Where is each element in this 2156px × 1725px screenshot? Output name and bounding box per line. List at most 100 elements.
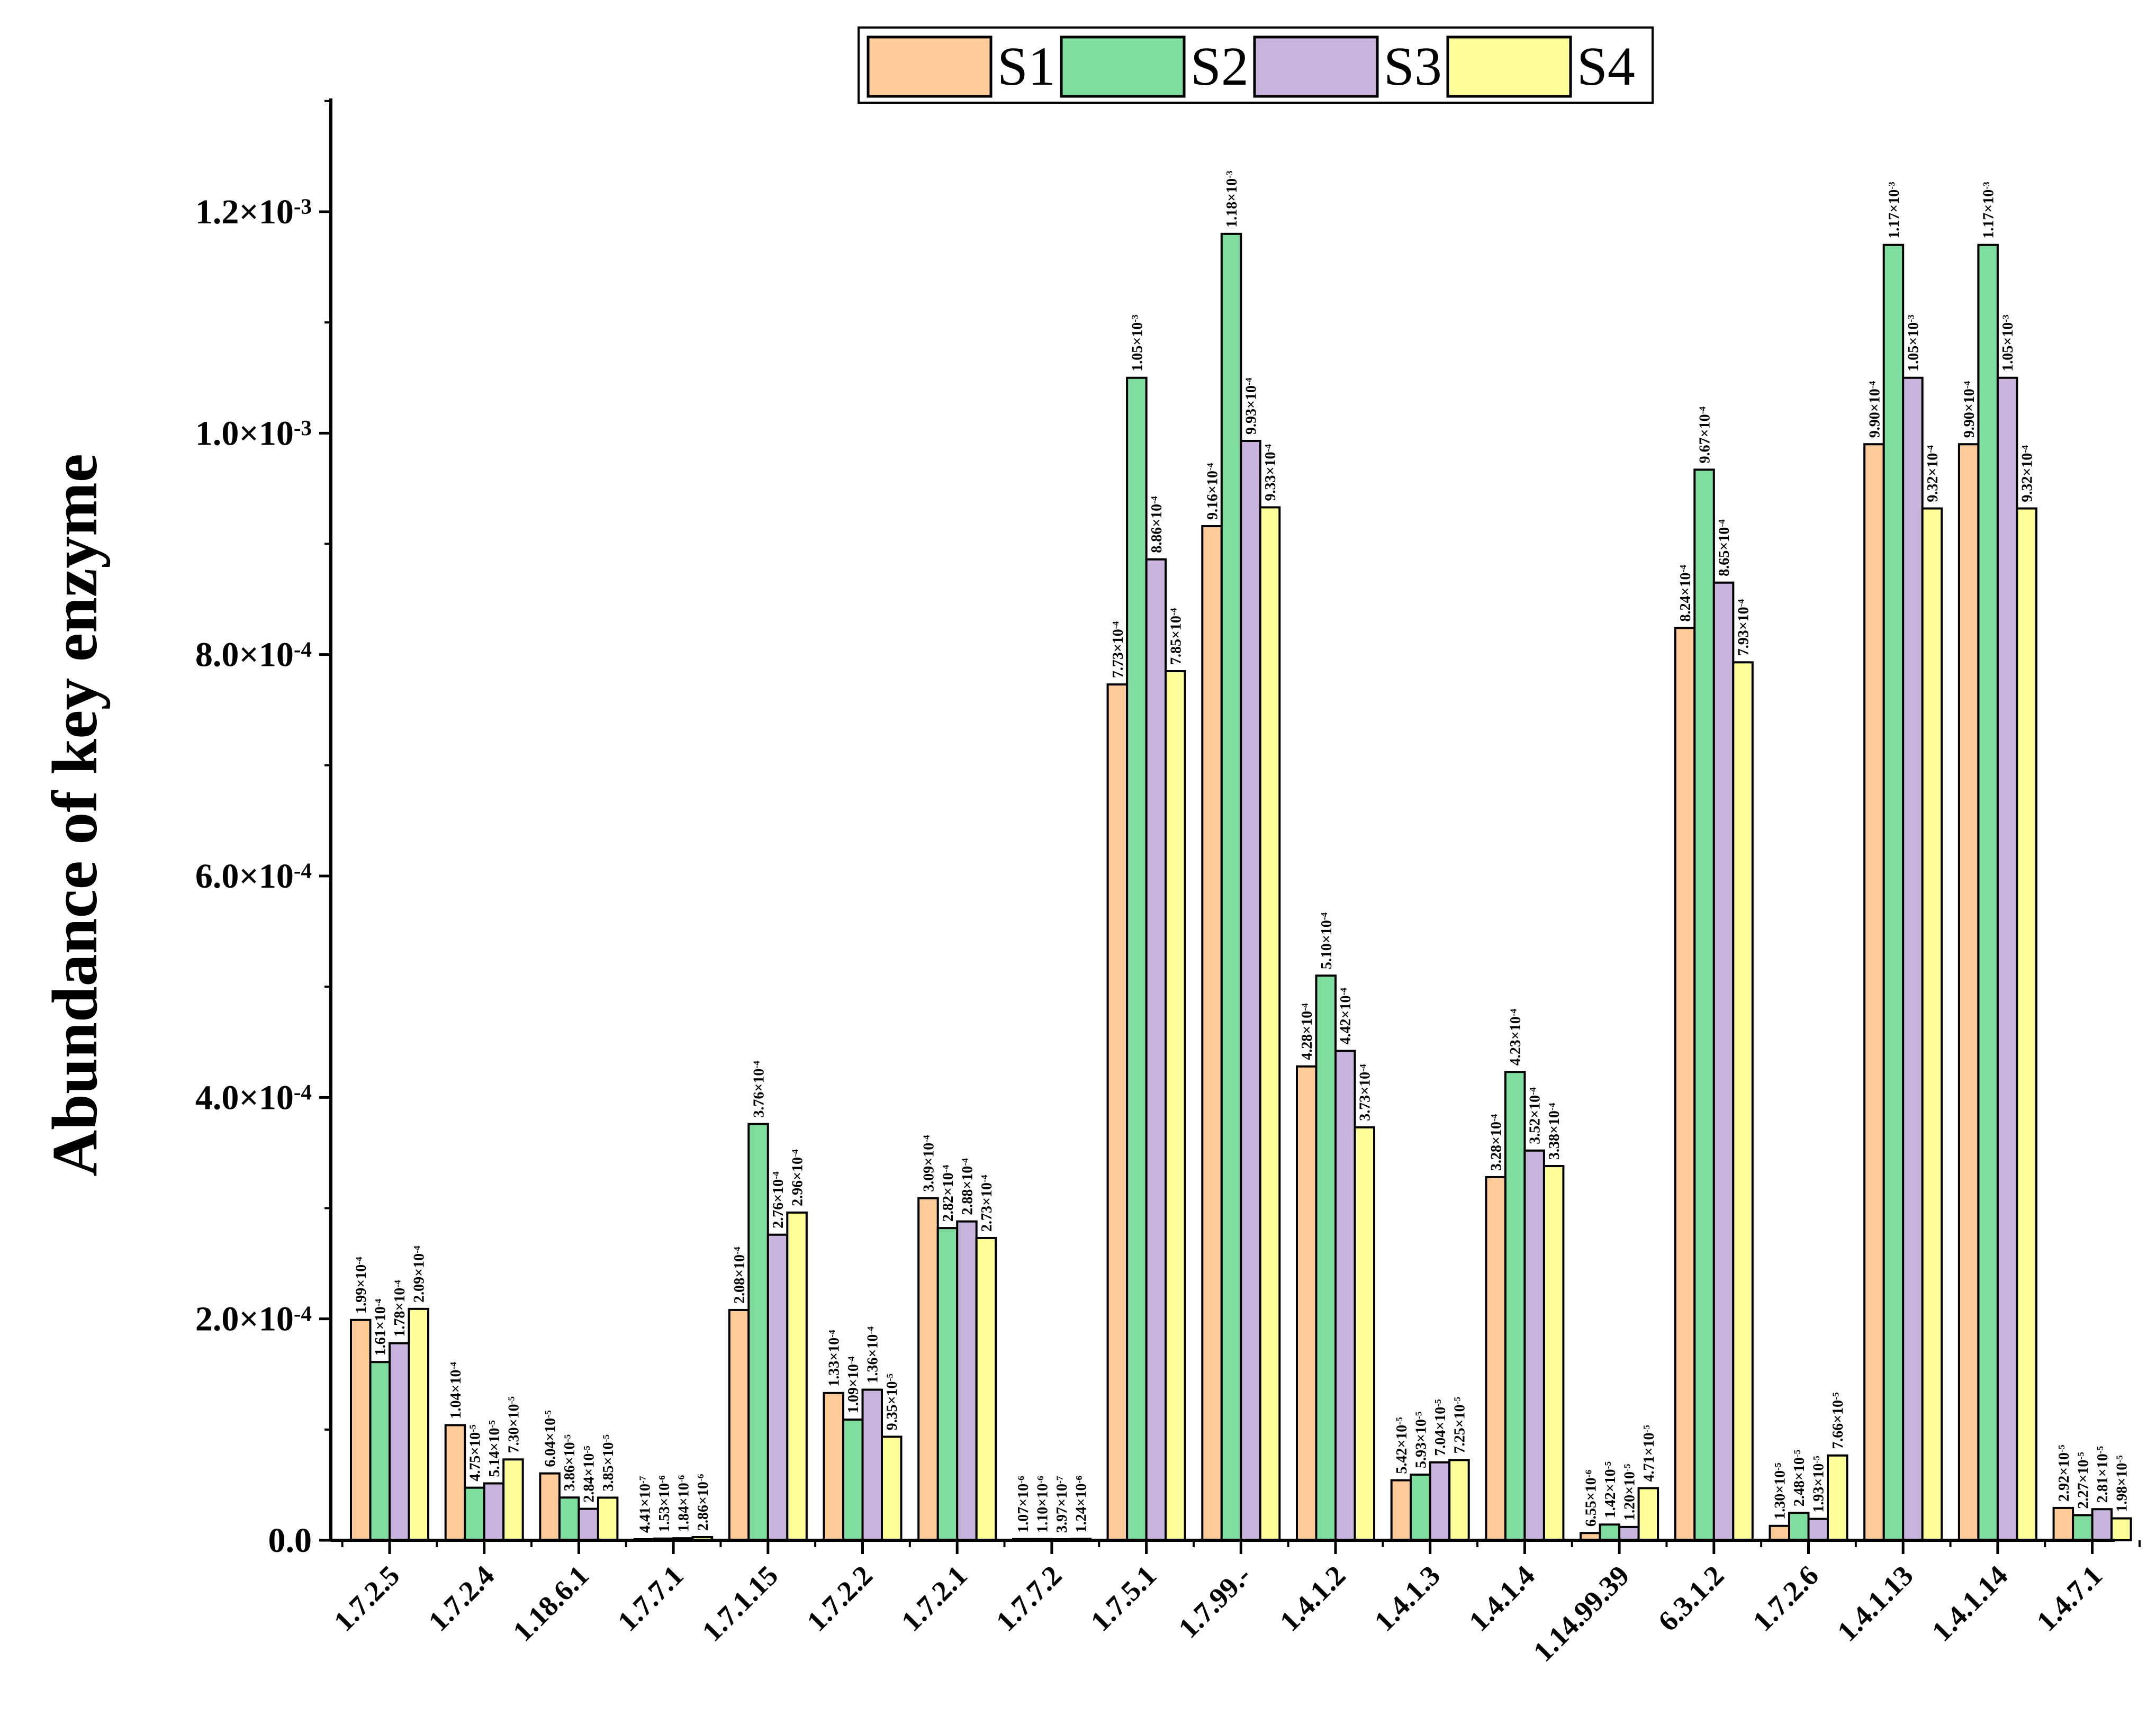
x-tick-label-6.3.1.2: 6.3.1.2	[1652, 1559, 1730, 1637]
data-label-S2-1.7.7.1: 1.53×10-6	[656, 1475, 673, 1532]
data-label-S1-1.4.1.3: 5.42×10-5	[1394, 1417, 1410, 1474]
bar-S2-1.4.1.4	[1504, 1071, 1526, 1541]
data-label-S3-1.4.1.13: 1.05×10-3	[1905, 314, 1922, 372]
data-label-S4-1.7.2.2: 9.35×10-5	[884, 1374, 900, 1431]
bar-S2-1.4.7.1	[2072, 1514, 2094, 1542]
data-label-S1-1.4.7.1: 2.92×10-5	[2056, 1444, 2072, 1502]
bar-S4-1.7.99.-	[1259, 506, 1281, 1541]
data-label-S3-1.7.1.15: 2.76×10-4	[770, 1171, 787, 1229]
data-label-S1-1.4.1.13: 9.90×10-4	[1866, 381, 1883, 438]
bar-S2-1.7.99.-	[1220, 232, 1242, 1542]
bar-S3-1.4.1.14	[1996, 376, 2018, 1541]
bar-S1-1.4.7.1	[2052, 1506, 2074, 1542]
data-label-S2-1.4.1.14: 1.17×10-3	[1981, 182, 1997, 239]
data-label-S4-1.4.1.4: 3.38×10-4	[1546, 1103, 1563, 1160]
data-label-S4-1.7.2.4: 7.30×10-5	[506, 1396, 522, 1453]
x-tick-label-1.4.1.2: 1.4.1.2	[1274, 1559, 1351, 1637]
bar-S2-1.7.5.1	[1126, 376, 1148, 1541]
data-label-S3-6.3.1.2: 8.65×10-4	[1716, 519, 1733, 576]
data-label-S3-1.7.7.1: 1.84×10-6	[675, 1475, 692, 1532]
data-label-S2-1.4.1.13: 1.17×10-3	[1886, 182, 1902, 239]
bar-S4-1.4.1.2	[1354, 1126, 1375, 1541]
x-tick-label-1.7.2.1: 1.7.2.1	[895, 1559, 973, 1637]
data-label-S3-1.7.2.2: 1.36×10-4	[865, 1326, 881, 1384]
bar-S3-1.7.2.5	[389, 1342, 410, 1542]
x-tick-label-1.7.7.2: 1.7.7.2	[990, 1559, 1068, 1637]
data-label-S2-1.18.6.1: 3.86×10-5	[562, 1434, 578, 1492]
bar-S3-1.4.1.2	[1334, 1050, 1356, 1541]
bar-S1-1.4.1.4	[1485, 1176, 1507, 1541]
bar-S4-1.7.2.5	[408, 1307, 429, 1541]
bar-S2-1.4.1.3	[1410, 1473, 1431, 1541]
bar-S2-1.7.1.15	[747, 1123, 769, 1542]
legend-swatch-S1	[867, 35, 993, 98]
y-tick-label: 2.0×10-4	[195, 1300, 312, 1339]
bar-S2-1.7.2.4	[464, 1486, 485, 1541]
bar-S1-1.7.2.1	[917, 1197, 939, 1542]
bar-S3-1.4.1.3	[1429, 1461, 1451, 1541]
x-tick-label-1.7.1.15: 1.7.1.15	[696, 1559, 784, 1648]
data-label-S1-1.14.99.39: 6.55×10-6	[1583, 1470, 1599, 1527]
data-label-S4-1.7.2.6: 7.66×10-5	[1830, 1392, 1846, 1449]
bar-S2-1.7.2.2	[842, 1419, 864, 1541]
data-label-S3-1.18.6.1: 2.84×10-5	[581, 1446, 598, 1503]
x-tick-label-1.4.7.1: 1.4.7.1	[2031, 1559, 2108, 1637]
bar-S4-1.4.7.1	[2110, 1517, 2132, 1541]
data-label-S3-1.4.7.1: 2.81×10-5	[2095, 1446, 2111, 1503]
bar-S3-1.18.6.1	[578, 1507, 599, 1542]
bar-S4-1.4.1.3	[1448, 1459, 1470, 1542]
bar-S3-1.14.99.39	[1618, 1525, 1640, 1541]
bar-S1-1.7.2.5	[350, 1318, 372, 1541]
data-label-S1-1.4.1.4: 3.28×10-4	[1489, 1114, 1505, 1171]
data-label-S2-1.4.1.4: 4.23×10-4	[1508, 1008, 1524, 1065]
bar-S4-1.7.1.15	[786, 1211, 808, 1542]
bar-S2-1.4.1.13	[1882, 243, 1905, 1541]
data-label-S1-1.7.2.2: 1.33×10-4	[826, 1330, 843, 1387]
data-label-S2-1.4.1.3: 5.93×10-5	[1413, 1411, 1429, 1468]
data-label-S1-1.7.2.4: 1.04×10-4	[448, 1362, 464, 1419]
bar-S1-1.7.99.-	[1201, 525, 1223, 1541]
bar-S3-1.7.2.4	[483, 1482, 505, 1541]
bar-S2-1.4.1.2	[1315, 974, 1337, 1541]
bar-S2-1.7.2.6	[1788, 1512, 1810, 1542]
x-tick-label-1.7.99.-: 1.7.99.-	[1172, 1559, 1257, 1644]
data-label-S4-1.14.99.39: 4.71×10-5	[1641, 1425, 1657, 1482]
x-tick-label-1.7.7.1: 1.7.7.1	[611, 1559, 689, 1637]
x-tick-label-1.4.1.3: 1.4.1.3	[1368, 1559, 1446, 1637]
bar-S3-1.7.2.1	[956, 1220, 978, 1542]
bar-S3-1.7.5.1	[1145, 558, 1167, 1541]
data-label-S4-1.7.2.5: 2.09×10-4	[411, 1245, 428, 1303]
bar-S4-1.7.2.4	[502, 1458, 524, 1542]
data-label-S3-1.4.1.2: 4.42×10-4	[1338, 988, 1354, 1045]
y-tick-label: 1.0×10-3	[195, 414, 312, 453]
x-tick-label-1.4.1.14: 1.4.1.14	[1926, 1559, 2014, 1648]
legend-swatch-S3	[1253, 35, 1379, 98]
data-label-S1-1.18.6.1: 6.04×10-5	[543, 1410, 559, 1467]
bar-S1-1.7.2.2	[823, 1392, 844, 1542]
y-tick-label: 8.0×10-4	[195, 636, 312, 674]
x-tick-label-1.4.1.13: 1.4.1.13	[1831, 1559, 1919, 1648]
data-label-S2-1.7.2.2: 1.09×10-4	[845, 1356, 862, 1413]
data-label-S1-6.3.1.2: 8.24×10-4	[1677, 565, 1694, 622]
data-label-S1-1.4.1.14: 9.90×10-4	[1961, 381, 1978, 438]
bar-S2-1.4.1.14	[1977, 243, 1999, 1541]
data-label-S1-1.7.7.2: 1.07×10-6	[1015, 1476, 1032, 1533]
bar-S4-1.18.6.1	[597, 1496, 619, 1542]
data-label-S4-1.4.1.3: 7.25×10-5	[1451, 1397, 1468, 1454]
bar-S2-6.3.1.2	[1693, 468, 1715, 1542]
data-label-S1-1.7.2.5: 1.99×10-4	[353, 1257, 369, 1314]
bar-S4-1.4.1.14	[2016, 507, 2037, 1541]
y-tick-label: 4.0×10-4	[195, 1078, 312, 1117]
data-label-S3-1.4.1.4: 3.52×10-4	[1527, 1087, 1544, 1144]
data-label-S1-1.7.99.-: 9.16×10-4	[1205, 463, 1221, 520]
data-label-S4-1.7.7.2: 1.24×10-6	[1074, 1476, 1090, 1533]
bar-S1-1.4.1.14	[1957, 443, 1980, 1541]
data-label-S2-1.7.5.1: 1.05×10-3	[1129, 314, 1145, 372]
bar-S1-1.4.1.13	[1863, 443, 1885, 1541]
data-label-S2-1.7.2.6: 2.48×10-5	[1791, 1449, 1808, 1506]
legend-swatch-S4	[1446, 35, 1572, 98]
bar-S4-1.7.5.1	[1165, 670, 1186, 1541]
data-label-S2-1.4.1.2: 5.10×10-4	[1319, 913, 1335, 970]
x-tick-label-1.7.5.1: 1.7.5.1	[1085, 1559, 1162, 1637]
